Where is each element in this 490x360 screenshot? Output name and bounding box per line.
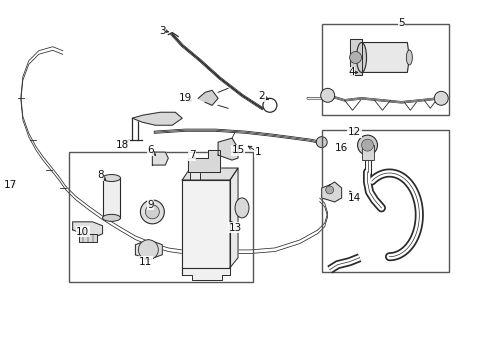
Text: 13: 13 [228, 223, 242, 233]
Text: 9: 9 [147, 200, 154, 210]
Text: 7: 7 [189, 150, 196, 160]
Circle shape [362, 139, 373, 151]
Text: 8: 8 [97, 170, 104, 180]
Bar [322, 24, 449, 115]
Polygon shape [182, 168, 238, 180]
Polygon shape [135, 240, 162, 260]
Text: 18: 18 [116, 140, 129, 150]
Polygon shape [132, 112, 182, 125]
Ellipse shape [406, 50, 413, 65]
Bar [322, 130, 449, 272]
Ellipse shape [102, 214, 121, 221]
Polygon shape [198, 90, 218, 105]
Bar [78, 234, 97, 242]
Text: 5: 5 [398, 18, 405, 28]
Ellipse shape [102, 175, 121, 181]
Text: 1: 1 [255, 147, 261, 157]
Text: 2: 2 [259, 91, 265, 101]
Bar [69, 152, 253, 282]
Circle shape [326, 186, 334, 194]
Circle shape [349, 51, 362, 63]
Polygon shape [152, 152, 168, 165]
Polygon shape [230, 168, 238, 268]
Polygon shape [362, 42, 409, 72]
Text: 19: 19 [179, 93, 192, 103]
Circle shape [138, 240, 158, 260]
Ellipse shape [235, 198, 249, 218]
Text: 4: 4 [348, 67, 355, 77]
Text: 6: 6 [147, 145, 154, 155]
Text: 16: 16 [335, 143, 348, 153]
Circle shape [434, 91, 448, 105]
Polygon shape [182, 268, 230, 280]
Text: 10: 10 [76, 227, 89, 237]
Ellipse shape [357, 42, 367, 72]
Bar [362, 145, 373, 160]
Polygon shape [349, 39, 362, 75]
Circle shape [321, 88, 335, 102]
Circle shape [358, 135, 377, 155]
Text: 15: 15 [231, 145, 245, 155]
Circle shape [146, 205, 159, 219]
Circle shape [141, 200, 164, 224]
Polygon shape [322, 182, 342, 202]
Polygon shape [190, 170, 200, 180]
Polygon shape [218, 138, 238, 160]
Circle shape [316, 137, 327, 148]
Polygon shape [73, 222, 102, 238]
Text: 17: 17 [4, 180, 18, 190]
Polygon shape [102, 178, 121, 218]
Text: 14: 14 [348, 193, 361, 203]
Polygon shape [188, 150, 220, 172]
Polygon shape [182, 180, 230, 275]
Text: 11: 11 [139, 257, 152, 267]
Text: 3: 3 [159, 26, 166, 36]
Text: 12: 12 [348, 127, 361, 137]
